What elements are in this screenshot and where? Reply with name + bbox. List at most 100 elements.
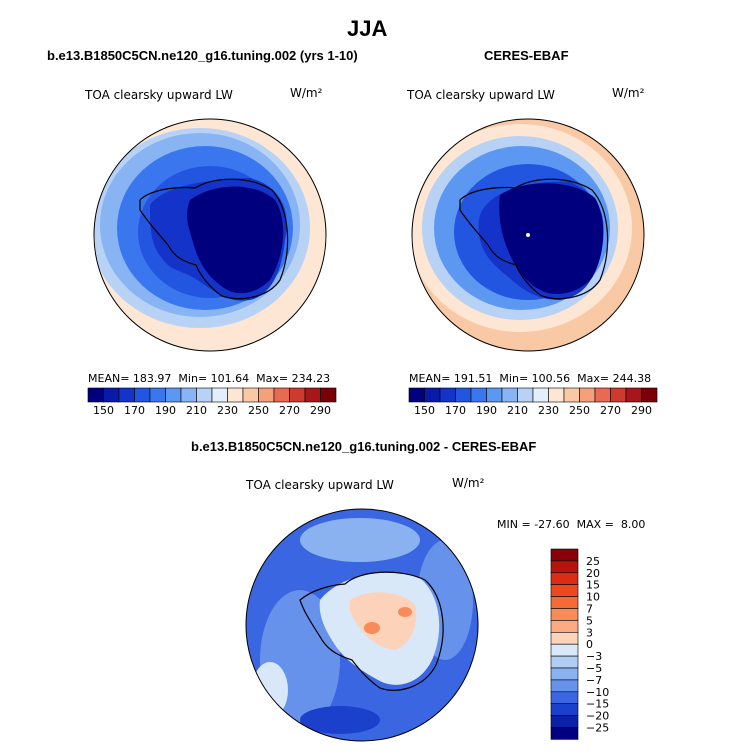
panel2-case-title: CERES-EBAF: [484, 48, 569, 63]
max-label: MAX =: [576, 518, 614, 531]
min-value: 100.56: [531, 372, 571, 385]
colorbar-swatch: [641, 387, 658, 403]
colorbar-swatch: [439, 387, 456, 403]
max-label: Max=: [256, 372, 289, 385]
colorbar-swatch: [211, 387, 228, 403]
antarctica-coastline: [459, 178, 609, 300]
colorbar-tick-label: −7: [586, 674, 602, 687]
antarctica-coastline: [299, 571, 444, 691]
colorbar-tick-label: 190: [155, 404, 176, 417]
colorbar-swatch: [550, 608, 579, 621]
colorbar-swatch: [550, 667, 579, 681]
colorbar-tick-label: −15: [586, 698, 609, 711]
colorbar-tick-label: 25: [586, 555, 600, 568]
panel2-variable-label: TOA clearsky upward LW: [407, 88, 555, 102]
colorbar-swatch: [455, 387, 472, 403]
colorbar-tick-label: 250: [569, 404, 590, 417]
colorbar-swatch: [563, 387, 580, 403]
colorbar-swatch: [532, 387, 549, 403]
panel3-variable-label: TOA clearsky upward LW: [246, 478, 394, 492]
colorbar-tick-label: 3: [586, 626, 593, 639]
colorbar-tick-label: 270: [600, 404, 621, 417]
colorbar-tick-label: −20: [586, 710, 609, 723]
colorbar-swatch: [134, 387, 151, 403]
min-label: MIN =: [497, 518, 531, 531]
colorbar-swatch: [180, 387, 197, 403]
colorbar-swatch: [273, 387, 290, 403]
panel3-units-label: W/m²: [452, 476, 485, 490]
colorbar-swatch: [486, 387, 503, 403]
colorbar-tick-label: −3: [586, 650, 602, 663]
colorbar-swatch: [103, 387, 120, 403]
season-title: JJA: [347, 16, 388, 41]
colorbar-swatch: [242, 387, 259, 403]
colorbar-tick-label: 170: [124, 404, 145, 417]
colorbar-swatch: [550, 679, 579, 693]
colorbar-tick-label: 230: [538, 404, 559, 417]
colorbar-swatch: [550, 715, 579, 728]
mean-label: MEAN=: [409, 372, 451, 385]
panel2-map-border: [411, 118, 645, 352]
colorbar-swatch: [550, 584, 579, 597]
colorbar-tick-label: 5: [586, 614, 593, 627]
colorbar-tick-label: 0: [586, 638, 593, 651]
panel2-units-label: W/m²: [612, 86, 645, 100]
colorbar-swatch: [579, 387, 596, 403]
colorbar-tick-label: −5: [586, 662, 602, 675]
min-label: Min=: [178, 372, 208, 385]
colorbar-tick-label: 290: [631, 404, 652, 417]
colorbar-tick-label: 270: [279, 404, 300, 417]
colorbar-tick-label: 190: [476, 404, 497, 417]
mean-label: MEAN=: [88, 372, 130, 385]
max-label: Max=: [577, 372, 610, 385]
colorbar-swatch: [550, 560, 579, 574]
south-pole-marker: [526, 233, 530, 237]
colorbar-tick-label: 10: [586, 591, 600, 604]
panel1-map-border: [93, 118, 327, 352]
colorbar-swatch: [550, 655, 579, 669]
colorbar-swatch: [470, 387, 487, 403]
colorbar-tick-label: 150: [93, 404, 114, 417]
panel1-map: [94, 119, 326, 351]
colorbar-swatch: [550, 727, 579, 740]
colorbar-swatch: [548, 387, 565, 403]
colorbar-swatch: [550, 643, 579, 657]
colorbar-tick-label: 210: [186, 404, 207, 417]
max-value: 244.38: [612, 372, 652, 385]
colorbar-swatch: [594, 387, 611, 403]
mean-value: 183.97: [132, 372, 172, 385]
colorbar-swatch: [550, 691, 579, 704]
colorbar-swatch: [87, 387, 104, 403]
colorbar-tick-label: 170: [445, 404, 466, 417]
map-fill-contour-150: [499, 183, 604, 294]
colorbar-tick-label: 230: [217, 404, 238, 417]
colorbar-swatch: [550, 572, 579, 585]
panel1-units-label: W/m²: [290, 86, 323, 100]
panel1-variable-label: TOA clearsky upward LW: [85, 88, 233, 102]
colorbar-swatch: [408, 387, 425, 403]
colorbar-swatch: [550, 620, 579, 633]
panel1-stats: MEAN= 183.97 Min= 101.64 Max= 234.23: [88, 372, 330, 385]
colorbar-swatch: [165, 387, 182, 403]
colorbar-swatch: [517, 387, 534, 403]
colorbar-tick-label: 250: [248, 404, 269, 417]
colorbar-swatch: [258, 387, 275, 403]
colorbar-tick-label: 20: [586, 567, 600, 580]
colorbar-swatch: [320, 387, 337, 403]
panel1-case-title: b.e13.B1850C5CN.ne120_g16.tuning.002 (yr…: [47, 48, 358, 63]
colorbar-swatch: [196, 387, 213, 403]
colorbar-swatch: [550, 596, 579, 609]
panel3-stats: MIN = -27.60 MAX = 8.00: [497, 518, 645, 531]
colorbar-swatch: [118, 387, 135, 403]
colorbar-tick-label: 7: [586, 603, 593, 616]
map-fill-anomaly-plus5: [398, 607, 412, 617]
colorbar-swatch: [149, 387, 166, 403]
min-value: -27.60: [534, 518, 570, 531]
colorbar-tick-label: 210: [507, 404, 528, 417]
panel2-stats: MEAN= 191.51 Min= 100.56 Max= 244.38: [409, 372, 651, 385]
map-fill-anomaly-minus15: [300, 706, 380, 734]
colorbar-swatch: [424, 387, 441, 403]
colorbar-swatch: [304, 387, 321, 403]
